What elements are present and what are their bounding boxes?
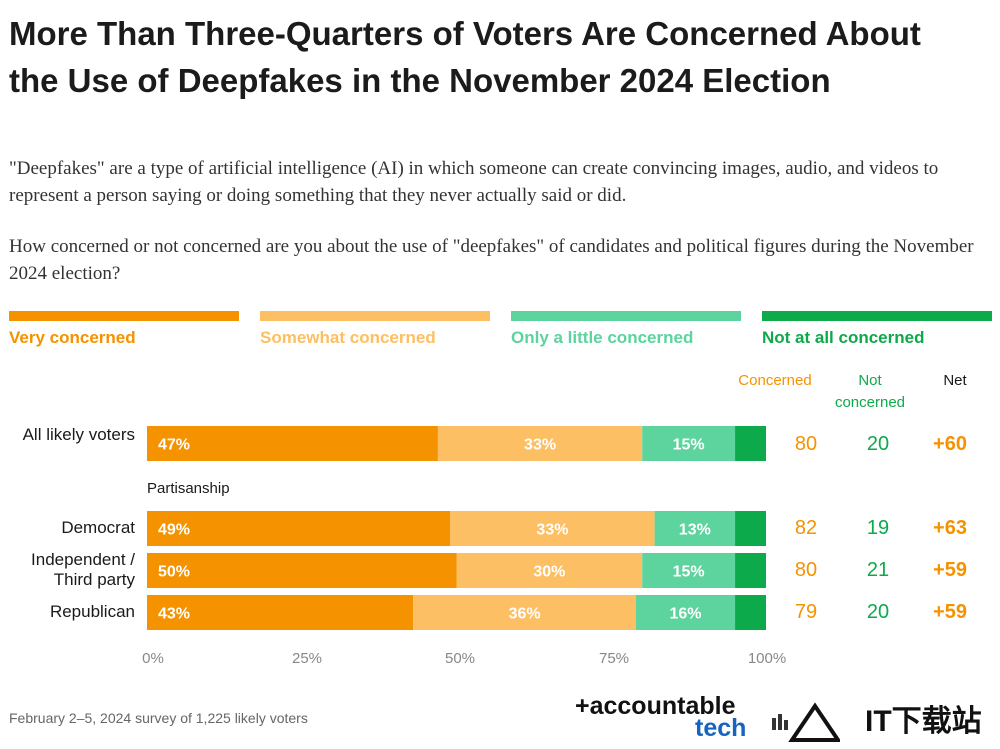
bar-segment <box>413 595 637 630</box>
row-label-all-voters: All likely voters <box>22 425 135 444</box>
column-header-concerned: Concerned <box>738 372 812 389</box>
bar-segment <box>735 426 766 461</box>
bar-data-label: 43% <box>158 606 190 623</box>
brand-line-2: tech <box>695 714 747 742</box>
legend-swatch-little <box>511 311 741 321</box>
bar-segment <box>735 511 766 546</box>
summary-not-concerned-2: 21 <box>866 559 890 581</box>
bar-segment <box>147 553 457 588</box>
legend-item-little: Only a little concerned <box>511 311 741 348</box>
bar-data-label: 15% <box>673 564 705 581</box>
group-label-partisanship: Partisanship <box>147 480 230 497</box>
bar-segment <box>456 553 643 588</box>
summary-concerned-2: 80 <box>794 559 818 581</box>
bar-data-label: 36% <box>509 606 541 623</box>
summary-concerned-3: 79 <box>794 601 818 623</box>
bar-segment <box>735 553 766 588</box>
bar-data-label: 16% <box>670 606 702 623</box>
summary-concerned-1: 82 <box>794 517 818 539</box>
x-tick-label: 100% <box>747 650 787 667</box>
bar-data-label: 49% <box>158 522 190 539</box>
bar-segment <box>735 595 766 630</box>
legend-swatch-very <box>9 311 239 321</box>
column-header-net: Net <box>943 372 967 389</box>
summary-net-2: +59 <box>933 559 967 581</box>
legend-swatch-not-at-all <box>762 311 992 321</box>
survey-question: How concerned or not concerned are you a… <box>9 236 974 284</box>
legend-label-not-at-all: Not at all concerned <box>762 328 925 347</box>
bar-data-label: 50% <box>158 564 190 581</box>
bar-segment <box>654 511 736 546</box>
bar-segment <box>450 511 655 546</box>
bar-data-label: 13% <box>679 522 711 539</box>
bar-data-label: 47% <box>158 437 190 454</box>
x-tick-label: 50% <box>444 650 476 667</box>
x-tick-label: 75% <box>598 650 630 667</box>
brand-logo: +accountable tech <box>575 692 747 742</box>
bar-data-label: 33% <box>536 522 568 539</box>
bar-data-label: 30% <box>533 564 565 581</box>
summary-net-3: +59 <box>933 601 967 623</box>
legend-item-somewhat: Somewhat concerned <box>260 311 490 348</box>
watermark-text: IT下载站 <box>865 705 982 738</box>
legend-item-not-at-all: Not at all concerned <box>762 311 992 348</box>
watermark: IT下载站 <box>770 700 995 744</box>
bar-segment <box>642 426 736 461</box>
row-label-democrat: Democrat <box>61 518 135 537</box>
legend-label-somewhat: Somewhat concerned <box>260 328 436 347</box>
legend-label-very: Very concerned <box>9 328 136 347</box>
bar-segment <box>642 553 736 588</box>
watermark-icon <box>772 702 840 742</box>
bar-segment <box>636 595 736 630</box>
summary-not-concerned-1: 19 <box>866 517 890 539</box>
bar-data-label: 15% <box>673 437 705 454</box>
summary-net-1: +63 <box>933 517 967 539</box>
summary-net-0: +60 <box>933 433 967 455</box>
summary-concerned-0: 80 <box>794 433 818 455</box>
x-tick-label: 25% <box>291 650 323 667</box>
x-tick-label: 0% <box>142 650 164 667</box>
chart-subtitle: "Deepfakes" are a type of artificial int… <box>9 158 939 206</box>
legend-swatch-somewhat <box>260 311 490 321</box>
bar-data-label: 33% <box>524 437 556 454</box>
bar-segment <box>437 426 643 461</box>
summary-not-concerned-3: 20 <box>866 601 890 623</box>
summary-not-concerned-0: 20 <box>866 433 890 455</box>
legend-label-little: Only a little concerned <box>511 328 694 347</box>
footer-note: February 2–5, 2024 survey of 1,225 likel… <box>9 710 308 726</box>
brand-line-1: +accountable <box>575 692 736 720</box>
row-label-republican: Republican <box>49 602 135 621</box>
legend-item-very: Very concerned <box>9 311 239 348</box>
bar-segment <box>147 595 414 630</box>
chart-title: More Than Three-Quarters of Voters Are C… <box>9 15 921 99</box>
bar-segment <box>147 511 451 546</box>
bar-segment <box>147 426 438 461</box>
row-label-independent: Independent / Third party <box>31 550 135 589</box>
column-header-not-concerned: Not concerned <box>834 372 906 411</box>
